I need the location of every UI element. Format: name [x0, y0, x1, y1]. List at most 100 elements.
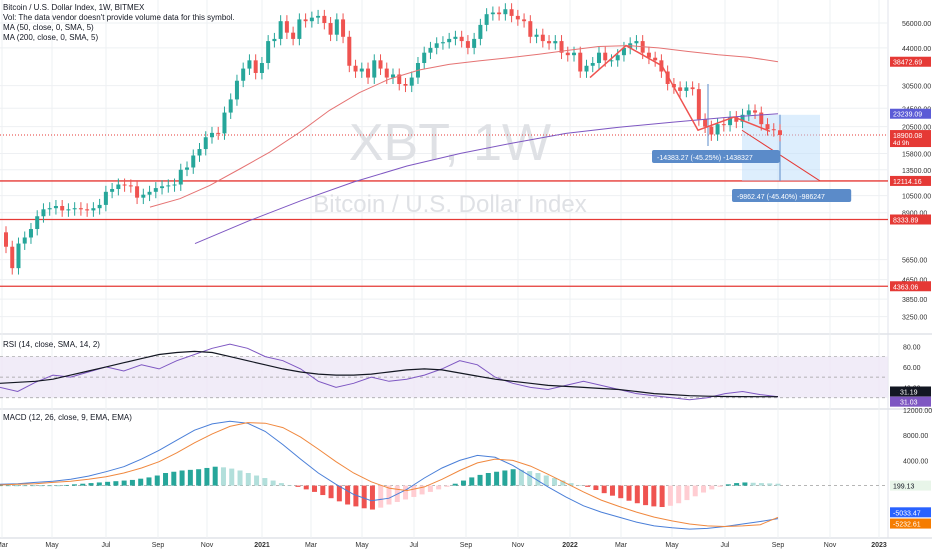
x-tick-label: Nov: [201, 542, 214, 549]
candle-body: [297, 19, 302, 39]
macd-histogram-bar: [485, 473, 491, 486]
candle-body: [753, 110, 758, 113]
macd-histogram-bar: [287, 484, 293, 486]
macd-histogram-bar: [179, 470, 185, 486]
trend-line: [741, 129, 821, 182]
candle-body: [147, 191, 152, 195]
macd-histogram-bar: [701, 485, 707, 493]
macd-value-label-bg: [890, 480, 931, 491]
macd-histogram-bar: [262, 478, 268, 486]
macd-histogram-bar: [105, 481, 111, 486]
macd-histogram-bar: [171, 471, 177, 486]
macd-line: [0, 420, 779, 530]
candle-body: [603, 52, 608, 61]
candle-body: [253, 60, 258, 73]
candle-body: [553, 41, 558, 44]
candle-body: [547, 41, 552, 44]
price-label: 4363.06: [893, 284, 918, 291]
x-tick-label: Sep: [460, 542, 473, 549]
macd-histogram-bar: [163, 473, 169, 486]
macd-histogram-bar: [535, 473, 541, 486]
macd-histogram-bar: [237, 470, 243, 486]
macd-histogram-bar: [303, 485, 309, 490]
macd-histogram-bar: [676, 485, 682, 504]
macd-histogram-bar: [129, 479, 135, 486]
price-tick-label: 15800.00: [902, 152, 931, 159]
price-label: 18900.08: [893, 133, 922, 140]
macd-tick-label: 8000.00: [903, 433, 928, 440]
candle-body: [22, 237, 27, 244]
candle-body: [765, 124, 770, 130]
macd-histogram-bar: [386, 485, 392, 505]
price-tick-label: 8900.00: [902, 211, 927, 218]
candle-body: [515, 15, 520, 20]
macd-histogram-bar: [270, 480, 276, 486]
macd-histogram-bar: [427, 485, 433, 492]
candle-body: [141, 194, 146, 198]
candle-body: [10, 246, 15, 269]
macd-histogram-bar: [576, 484, 582, 486]
price-tick-label: 3850.00: [902, 297, 927, 304]
macd-histogram-bar: [47, 485, 53, 487]
macd-histogram-bar: [626, 485, 632, 501]
candle-body: [153, 188, 158, 192]
candle-body: [334, 19, 339, 35]
macd-histogram-bar: [775, 483, 781, 486]
candle-body: [284, 21, 289, 33]
macd-histogram-bar: [452, 483, 458, 486]
x-tick-label: Sep: [772, 542, 785, 549]
macd-histogram-bar: [138, 478, 144, 486]
macd-value-label-bg: [890, 518, 931, 529]
candle-body: [590, 63, 595, 66]
candle-body: [303, 19, 308, 22]
candle-body: [328, 23, 333, 35]
candle-body: [490, 12, 495, 15]
candle-body: [565, 52, 570, 56]
macd-histogram-bar: [38, 485, 44, 487]
candle-body: [322, 15, 327, 24]
price-label-bg: [890, 130, 931, 148]
macd-histogram-bar: [403, 485, 409, 500]
candle-body: [116, 184, 121, 190]
macd-histogram-bar: [601, 485, 607, 494]
candle-body: [778, 130, 782, 136]
candle-body: [28, 229, 33, 238]
macd-histogram-bar: [684, 485, 690, 501]
candle-body: [391, 74, 395, 78]
candle-body: [447, 38, 452, 43]
candle-body: [440, 42, 445, 44]
macd-histogram-bar: [725, 484, 731, 486]
candle-body: [85, 209, 90, 211]
candle-body: [4, 232, 8, 247]
measure-label-bg: [652, 150, 780, 163]
candle-body: [128, 185, 133, 187]
macd-histogram-bar: [717, 485, 723, 487]
price-tick-label: 20500.00: [902, 125, 931, 132]
price-label-bg: [890, 214, 931, 225]
candle-body: [135, 186, 140, 198]
candle-body: [341, 19, 346, 37]
macd-histogram-bar: [378, 485, 384, 508]
candle-body: [185, 167, 190, 170]
candle-body: [709, 126, 714, 135]
candle-body: [728, 117, 733, 126]
price-label-bg: [890, 175, 931, 186]
macd-tick-label: 4000.00: [903, 458, 928, 465]
candle-body: [403, 84, 408, 86]
macd-histogram-bar: [71, 484, 77, 486]
candle-body: [646, 52, 651, 58]
candle-body: [428, 47, 433, 53]
candle-body: [241, 68, 246, 81]
candle-body: [247, 60, 252, 69]
candle-body: [78, 208, 83, 210]
macd-value-label-bg: [890, 507, 931, 518]
rsi-tick-label: 80.00: [903, 344, 921, 351]
candle-body: [60, 205, 65, 211]
rsi-ma-line: [0, 350, 778, 398]
macd-histogram-bar: [643, 485, 649, 506]
x-tick-label: Nov: [824, 542, 837, 549]
macd-histogram-bar: [634, 485, 640, 504]
candle-body: [522, 19, 527, 22]
candle-body: [596, 52, 601, 64]
